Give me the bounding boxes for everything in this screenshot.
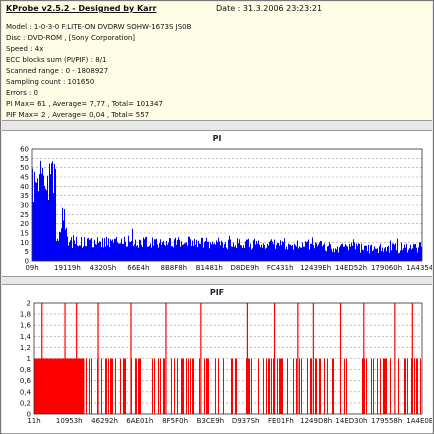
pi-ytick-label: 10	[20, 239, 29, 247]
info-speed: Speed : 4x	[6, 45, 44, 53]
pi-ytick-label: 35	[20, 192, 29, 200]
pif-data-bars	[86, 358, 421, 414]
pif-xtick-label: 1249D8h	[300, 417, 332, 425]
pif-chart-panel: PIF 0 0,2 0,4 0,6 0,8 1 1,2 1,4 1,6 1,8 2 11h 10953h…	[2, 284, 432, 434]
pi-xtick-label: B1481h	[196, 264, 223, 272]
app-title: KProbe v2.5.2 - Designed by Karr	[6, 4, 157, 13]
pif-ytick-label: 1,2	[20, 344, 31, 352]
pif-ytick-label: 0	[27, 411, 31, 419]
pif-xtick-label: D937Sh	[232, 417, 260, 425]
pif-xtick-label: 179558h	[371, 417, 402, 425]
pif-ytick-label: 1,6	[20, 322, 32, 330]
pi-data-bars	[32, 160, 422, 261]
pi-xtick-label: 09h	[25, 264, 38, 272]
pi-ytick-label: 40	[20, 183, 29, 191]
pif-ytick-label: 0,6	[20, 377, 32, 385]
pif-xtick-label: FE01Fh	[268, 417, 294, 425]
pi-plot-frame	[31, 148, 423, 262]
pi-xtick-label: FC431h	[267, 264, 294, 272]
pif-xtick-label: 10953h	[56, 417, 83, 425]
pi-xtick-label: 12439Eh	[300, 264, 331, 272]
pif-xtick-label: B3CE9h	[197, 417, 224, 425]
pif-ytick-label: 1,8	[20, 311, 31, 319]
pi-xtick-label: 19119h	[54, 264, 81, 272]
pi-chart-panel: PI 0 5 10 15 20 25 30 35 40 45 50 55 60 09h 19119h 4320…	[2, 130, 432, 277]
pi-ytick-label: 15	[20, 230, 29, 238]
pif-ytick-label: 1	[27, 355, 31, 363]
pif-ytick-label: 1,4	[20, 333, 32, 341]
info-pif-summary: PIF Max= 2 , Average= 0,04 , Total= 557	[6, 111, 150, 119]
info-model: Model : 1-0-3-0 F:LITE-ON DVDRW SOHW-167…	[6, 23, 192, 31]
pi-ytick-label: 30	[20, 202, 29, 210]
pif-chart: 0 0,2 0,4 0,6 0,8 1 1,2 1,4 1,6 1,8 2 11h 10953h 4629…	[20, 300, 432, 426]
pif-ytick-label: 0,4	[20, 388, 32, 396]
pif-plot-frame	[33, 302, 423, 415]
info-sampling-count: Sampling count : 101650	[6, 78, 95, 86]
pi-chart-title: PI	[212, 134, 222, 143]
pi-ytick-label: 50	[20, 164, 29, 172]
pif-chart-title: PIF	[209, 288, 225, 297]
pi-ytick-label: 5	[25, 248, 29, 256]
pi-xtick-label: 1A4354h	[406, 264, 432, 272]
pif-xtick-label: 46292h	[91, 417, 118, 425]
pi-ytick-label: 60	[20, 146, 29, 154]
pi-ytick-label: 55	[20, 155, 29, 163]
pif-xtick-label: 14ED30h	[335, 417, 367, 425]
pi-xtick-label: 4320Sh	[90, 264, 117, 272]
info-scanned-range: Scanned range : 0 - 1808927	[6, 67, 109, 75]
pi-xtick-label: D8DE9h	[230, 264, 259, 272]
pi-xtick-label: 14ED52h	[335, 264, 367, 272]
pif-ytick-label: 0,8	[20, 366, 31, 374]
pif-xtick-label: 8F5F0h	[162, 417, 188, 425]
pif-xtick-label: 11h	[27, 417, 40, 425]
info-pi-summary: PI Max= 61 , Average= 7,77 , Total= 1013…	[6, 100, 163, 108]
pif-xtick-label: 1A4E0Eh	[406, 417, 432, 425]
pi-xtick-label: 66E4h	[127, 264, 149, 272]
pif-ytick-label: 0,2	[20, 399, 31, 407]
scan-date: Date : 31.3.2006 23:23:21	[216, 4, 323, 13]
info-disc: Disc : DVD-ROM , [Sony Corporation]	[6, 34, 136, 42]
pi-xtick-label: 8B8F8h	[160, 264, 187, 272]
pi-ytick-label: 25	[20, 211, 29, 219]
pi-ytick-label: 45	[20, 174, 29, 182]
pif-xtick-label: 6AE01h	[126, 417, 153, 425]
pif-ytick-label: 2	[27, 300, 31, 308]
pi-ytick-label: 0	[25, 258, 29, 266]
info-errors: Errors : 0	[6, 89, 38, 97]
pif-data-block	[34, 358, 85, 414]
pi-ytick-label: 20	[20, 220, 29, 228]
info-panel: KProbe v2.5.2 - Designed by Karr Date : …	[2, 2, 432, 121]
info-ecc-blocks: ECC blocks sum (PI/PIF) : 8/1	[6, 56, 107, 64]
pi-xtick-label: 179060h	[371, 264, 402, 272]
